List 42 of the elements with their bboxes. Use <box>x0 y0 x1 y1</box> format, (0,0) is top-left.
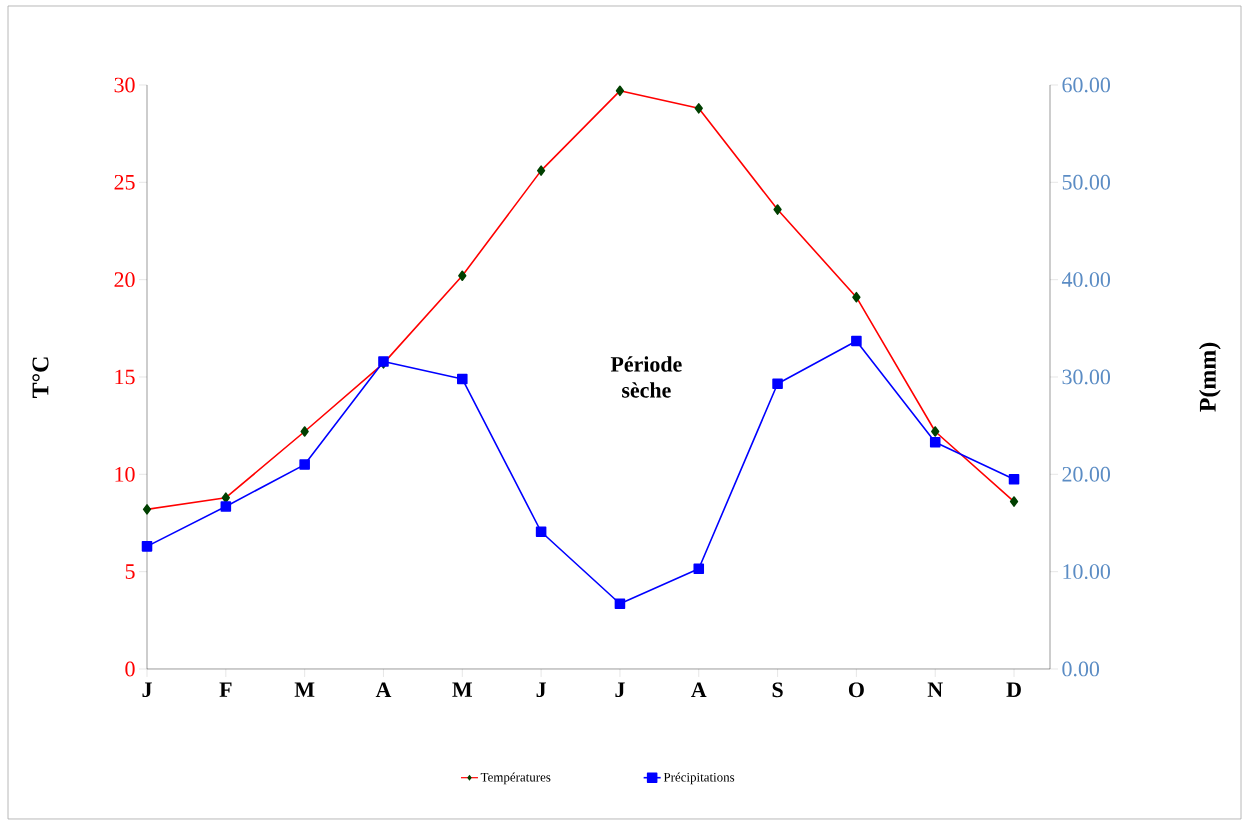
point <box>693 563 705 575</box>
y-tick-label: 20 <box>114 272 135 288</box>
x-tick-label: M <box>452 682 473 697</box>
x-tick-label: N <box>927 682 943 697</box>
x-tick-label: F <box>219 682 232 697</box>
y-tick-label: 0 <box>125 661 135 677</box>
point <box>457 373 468 385</box>
legend-label: Températures <box>480 772 551 785</box>
x-tick-label: D <box>1006 682 1021 697</box>
y2-tick-label: 60.00 <box>1062 77 1111 93</box>
x-tick-label: M <box>294 682 315 697</box>
y-tick-label: 15 <box>115 369 135 385</box>
x-tick-label: O <box>848 682 864 698</box>
legend-label: Précipitations <box>663 772 735 785</box>
y2-tick-label: 50.00 <box>1062 174 1111 190</box>
point <box>851 335 862 347</box>
annotation: Période sèche <box>610 356 682 398</box>
y2-tick-label: 30.00 <box>1062 369 1111 385</box>
point <box>1008 473 1020 485</box>
y2-axis-title: P(mm) <box>1199 342 1221 412</box>
y-tick-label: 5 <box>125 564 135 579</box>
point <box>535 526 547 538</box>
y2-tick-label: 10.00 <box>1063 564 1111 580</box>
y-tick-label: 10 <box>115 466 135 482</box>
point <box>929 436 941 448</box>
point <box>614 598 626 610</box>
y2-tick-label: 40.00 <box>1061 272 1111 288</box>
x-tick-label: J <box>536 682 546 698</box>
point <box>772 378 783 390</box>
y2-tick-label: 20.00 <box>1062 466 1111 482</box>
x-tick-label: A <box>375 682 392 697</box>
y-axis-title: T°C <box>32 357 49 398</box>
x-tick-label: J <box>615 682 625 698</box>
point <box>141 541 153 552</box>
x-tick-label: A <box>691 682 707 697</box>
point <box>299 459 310 470</box>
x-tick-label: J <box>142 682 152 698</box>
x-tick-label: S <box>772 682 783 698</box>
y-tick-label: 25 <box>114 174 135 190</box>
y-tick-label: 30 <box>114 77 135 93</box>
point <box>220 501 232 512</box>
y2-tick-label: 0.00 <box>1062 661 1100 677</box>
